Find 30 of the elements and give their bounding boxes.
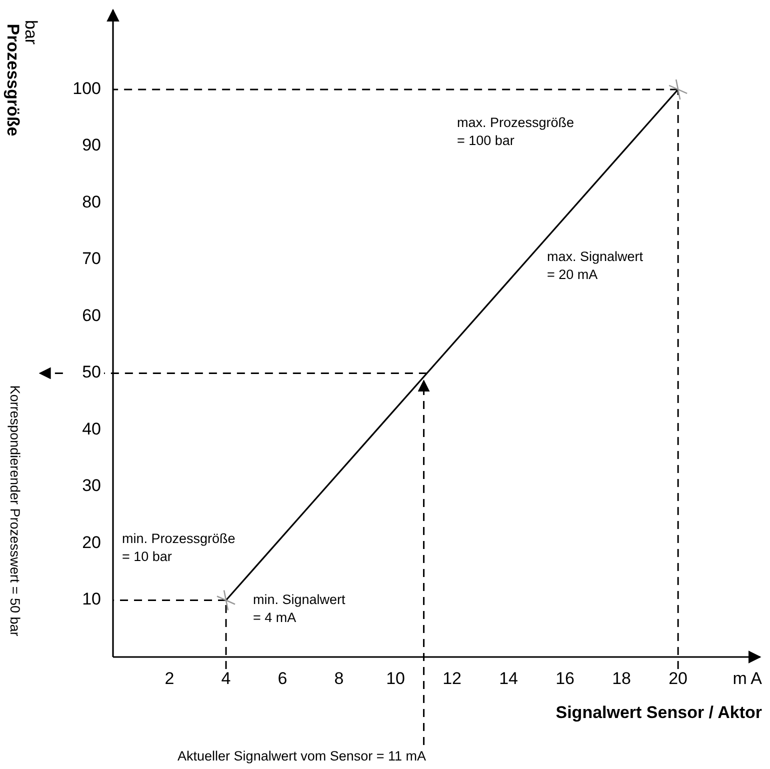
x-tick-label: 14 <box>499 669 518 688</box>
x-tick-label: 6 <box>278 669 288 688</box>
annotation: min. Prozessgröße = 10 bar <box>122 531 236 564</box>
x-tick-label: 2 <box>164 669 174 688</box>
x-tick-label: 16 <box>556 669 575 688</box>
ref-line-label: Aktueller Signalwert vom Sensor = 11 mA <box>178 748 426 764</box>
y-tick-label: 80 <box>82 192 101 212</box>
annotation: max. Prozessgröße = 100 bar <box>457 115 574 148</box>
x-tick-label: 10 <box>386 669 405 688</box>
y-tick-label: 30 <box>82 476 101 496</box>
annotation: min. Signalwert = 4 mA <box>253 592 346 625</box>
text: m A <box>732 669 763 688</box>
y-tick-label: 70 <box>82 249 101 268</box>
x-tick-label: 4 <box>221 669 231 688</box>
y-tick-label: 100 <box>72 78 101 98</box>
x-tick-label: 20 <box>668 669 688 688</box>
ref-line-label: Korrespondierender Prozesswert = 50 bar <box>7 385 22 637</box>
y-tick-label: 40 <box>82 419 101 438</box>
y-tick-label: 50 <box>82 362 101 382</box>
y-tick-label: 60 <box>82 306 101 325</box>
x-tick-label: 8 <box>334 669 344 688</box>
y-tick-label: 20 <box>82 532 101 552</box>
y-tick-label: 90 <box>82 136 101 155</box>
x-axis-title: Signalwert Sensor / Aktor <box>556 703 762 722</box>
text: bar <box>22 20 41 45</box>
x-tick-label: 12 <box>442 669 462 688</box>
y-axis-title: Prozessgröße <box>4 24 23 136</box>
x-tick-label: 18 <box>612 669 632 688</box>
y-tick-label: 10 <box>82 590 101 609</box>
annotation: max. Signalwert = 20 mA <box>547 249 644 282</box>
